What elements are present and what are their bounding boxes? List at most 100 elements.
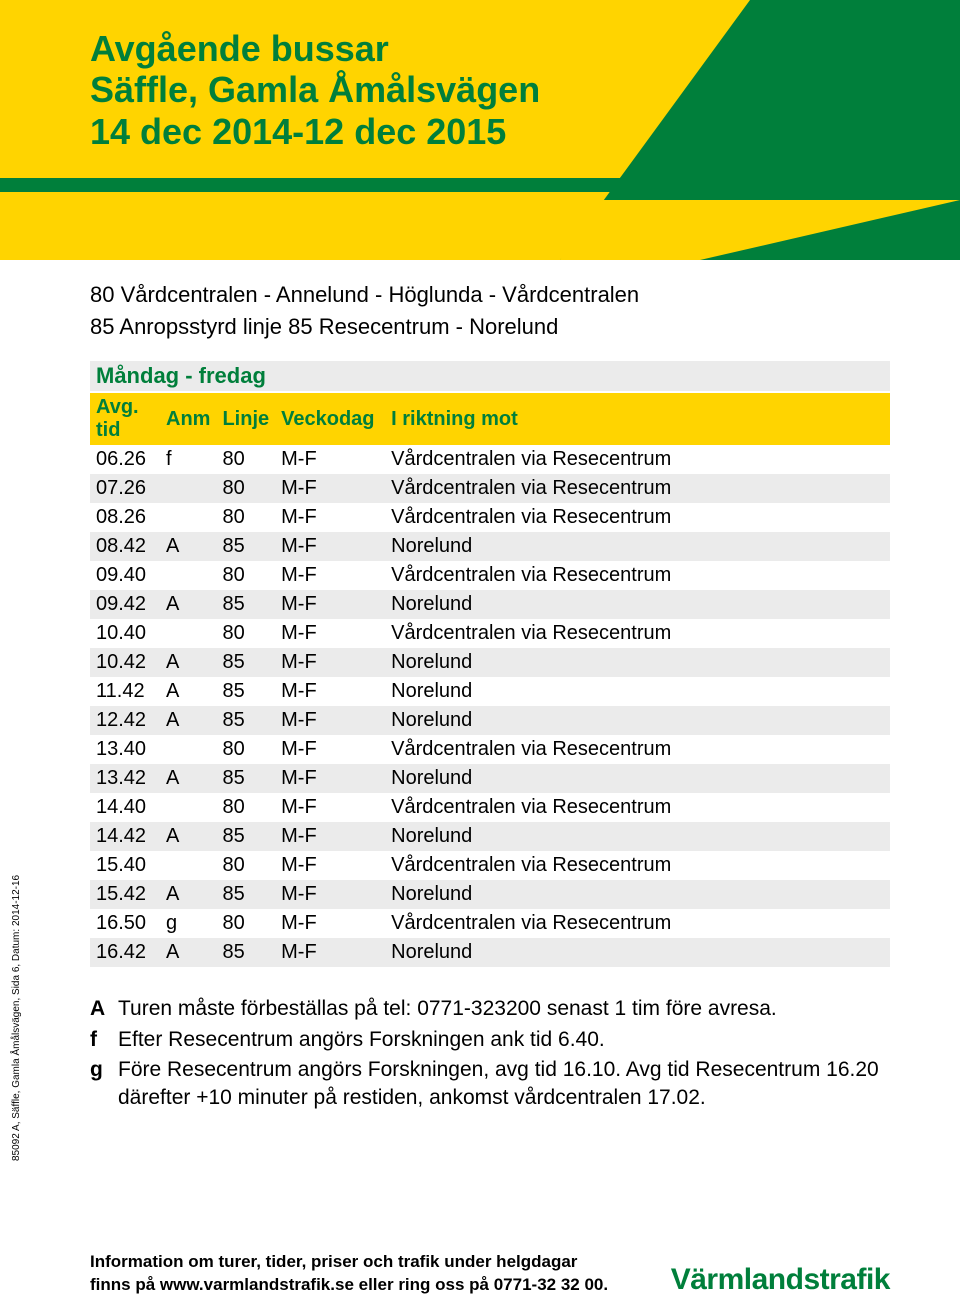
logo: Värmlandstrafik xyxy=(671,1263,890,1297)
cell-a: A xyxy=(160,938,216,967)
cell-d: M-F xyxy=(275,764,385,793)
col-anm: Anm xyxy=(160,393,216,445)
table-row: 09.42A85M-FNorelund xyxy=(90,590,890,619)
table-row: 14.40 80M-FVårdcentralen via Resecentrum xyxy=(90,793,890,822)
cell-a xyxy=(160,619,216,648)
cell-t: 12.42 xyxy=(90,706,160,735)
footer-text: Information om turer, tider, priser och … xyxy=(90,1251,608,1297)
cell-d: M-F xyxy=(275,561,385,590)
cell-a: A xyxy=(160,590,216,619)
note: ATuren måste förbeställas på tel: 0771-3… xyxy=(90,995,890,1023)
cell-dest: Vårdcentralen via Resecentrum xyxy=(385,619,890,648)
cell-dest: Norelund xyxy=(385,648,890,677)
notes-block: ATuren måste förbeställas på tel: 0771-3… xyxy=(90,995,890,1112)
header-banner: Avgående bussar Säffle, Gamla Åmålsvägen… xyxy=(0,0,960,260)
cell-t: 10.40 xyxy=(90,619,160,648)
cell-d: M-F xyxy=(275,619,385,648)
table-row: 15.4080M-FVårdcentralen via Resecentrum xyxy=(90,851,890,880)
cell-dest: Vårdcentralen via Resecentrum xyxy=(385,735,890,764)
side-reference: 85092 A, Säffle, Gamla Åmålsvägen, Sida … xyxy=(11,875,22,1161)
footer: Information om turer, tider, priser och … xyxy=(90,1251,890,1297)
table-row: 09.4080M-FVårdcentralen via Resecentrum xyxy=(90,561,890,590)
cell-l: 85 xyxy=(216,532,275,561)
cell-t: 14.40 xyxy=(90,793,160,822)
route-text: Vårdcentralen - Annelund - Höglunda - Vå… xyxy=(121,282,640,307)
cell-a: A xyxy=(160,822,216,851)
cell-d: M-F xyxy=(275,677,385,706)
header-title-block: Avgående bussar Säffle, Gamla Åmålsvägen… xyxy=(90,28,540,152)
note-text: Före Resecentrum angörs Forskningen, avg… xyxy=(118,1056,890,1113)
note-key: f xyxy=(90,1026,118,1054)
note-text: Efter Resecentrum angörs Forskningen ank… xyxy=(118,1026,605,1054)
cell-a: A xyxy=(160,880,216,909)
cell-d: M-F xyxy=(275,793,385,822)
cell-d: M-F xyxy=(275,851,385,880)
cell-l: 85 xyxy=(216,590,275,619)
route-list: 80 Vårdcentralen - Annelund - Höglunda -… xyxy=(90,280,890,341)
table-row: 07.2680M-FVårdcentralen via Resecentrum xyxy=(90,474,890,503)
cell-a: g xyxy=(160,909,216,938)
cell-t: 16.42 xyxy=(90,938,160,967)
cell-d: M-F xyxy=(275,503,385,532)
table-row: 13.4080M-FVårdcentralen via Resecentrum xyxy=(90,735,890,764)
cell-d: M-F xyxy=(275,822,385,851)
header-line1: Avgående bussar xyxy=(90,28,540,69)
note: gFöre Resecentrum angörs Forskningen, av… xyxy=(90,1056,890,1113)
cell-dest: Norelund xyxy=(385,938,890,967)
route-text: Anropsstyrd linje 85 Resecentrum - Norel… xyxy=(119,314,558,339)
cell-dest: Norelund xyxy=(385,532,890,561)
cell-a xyxy=(160,474,216,503)
cell-l: 85 xyxy=(216,938,275,967)
logo-text: Värmlandstrafik xyxy=(671,1263,890,1296)
cell-dest: Vårdcentralen via Resecentrum xyxy=(385,561,890,590)
cell-l: 85 xyxy=(216,677,275,706)
cell-t: 07.26 xyxy=(90,474,160,503)
timetable-header-row: Avg. tid Anm Linje Veckodag I riktning m… xyxy=(90,393,890,445)
cell-t: 09.42 xyxy=(90,590,160,619)
header-line2: Säffle, Gamla Åmålsvägen xyxy=(90,69,540,110)
cell-l: 85 xyxy=(216,706,275,735)
col-line: Linje xyxy=(216,393,275,445)
cell-d: M-F xyxy=(275,909,385,938)
route-number: 80 xyxy=(90,282,114,307)
footer-line2: finns på www.varmlandstrafik.se eller ri… xyxy=(90,1274,608,1297)
col-time: Avg. tid xyxy=(90,393,160,445)
cell-a xyxy=(160,503,216,532)
table-row: 10.42A85M-FNorelund xyxy=(90,648,890,677)
cell-l: 80 xyxy=(216,851,275,880)
cell-l: 80 xyxy=(216,619,275,648)
cell-a: f xyxy=(160,445,216,474)
cell-dest: Norelund xyxy=(385,706,890,735)
cell-l: 80 xyxy=(216,503,275,532)
table-row: 08.2680M-FVårdcentralen via Resecentrum xyxy=(90,503,890,532)
table-row: 11.42A85M-FNorelund xyxy=(90,677,890,706)
cell-t: 09.40 xyxy=(90,561,160,590)
cell-t: 10.42 xyxy=(90,648,160,677)
cell-dest: Vårdcentralen via Resecentrum xyxy=(385,793,890,822)
cell-dest: Vårdcentralen via Resecentrum xyxy=(385,909,890,938)
cell-l: 80 xyxy=(216,909,275,938)
cell-d: M-F xyxy=(275,706,385,735)
note: fEfter Resecentrum angörs Forskningen an… xyxy=(90,1026,890,1054)
route-line: 85 Anropsstyrd linje 85 Resecentrum - No… xyxy=(90,312,890,342)
cell-dest: Vårdcentralen via Resecentrum xyxy=(385,474,890,503)
header-line3: 14 dec 2014-12 dec 2015 xyxy=(90,111,540,152)
cell-d: M-F xyxy=(275,474,385,503)
note-key: A xyxy=(90,995,118,1023)
cell-l: 85 xyxy=(216,764,275,793)
cell-a xyxy=(160,561,216,590)
cell-l: 80 xyxy=(216,793,275,822)
table-row: 16.50g80M-FVårdcentralen via Resecentrum xyxy=(90,909,890,938)
cell-dest: Vårdcentralen via Resecentrum xyxy=(385,445,890,474)
cell-t: 13.42 xyxy=(90,764,160,793)
table-row: 10.40 80M-FVårdcentralen via Resecentrum xyxy=(90,619,890,648)
table-row: 15.42A85M-FNorelund xyxy=(90,880,890,909)
cell-d: M-F xyxy=(275,938,385,967)
cell-d: M-F xyxy=(275,648,385,677)
cell-dest: Norelund xyxy=(385,677,890,706)
cell-t: 13.40 xyxy=(90,735,160,764)
cell-t: 08.42 xyxy=(90,532,160,561)
timetable: Avg. tid Anm Linje Veckodag I riktning m… xyxy=(90,393,890,967)
note-key: g xyxy=(90,1056,118,1113)
footer-line1: Information om turer, tider, priser och … xyxy=(90,1251,608,1274)
